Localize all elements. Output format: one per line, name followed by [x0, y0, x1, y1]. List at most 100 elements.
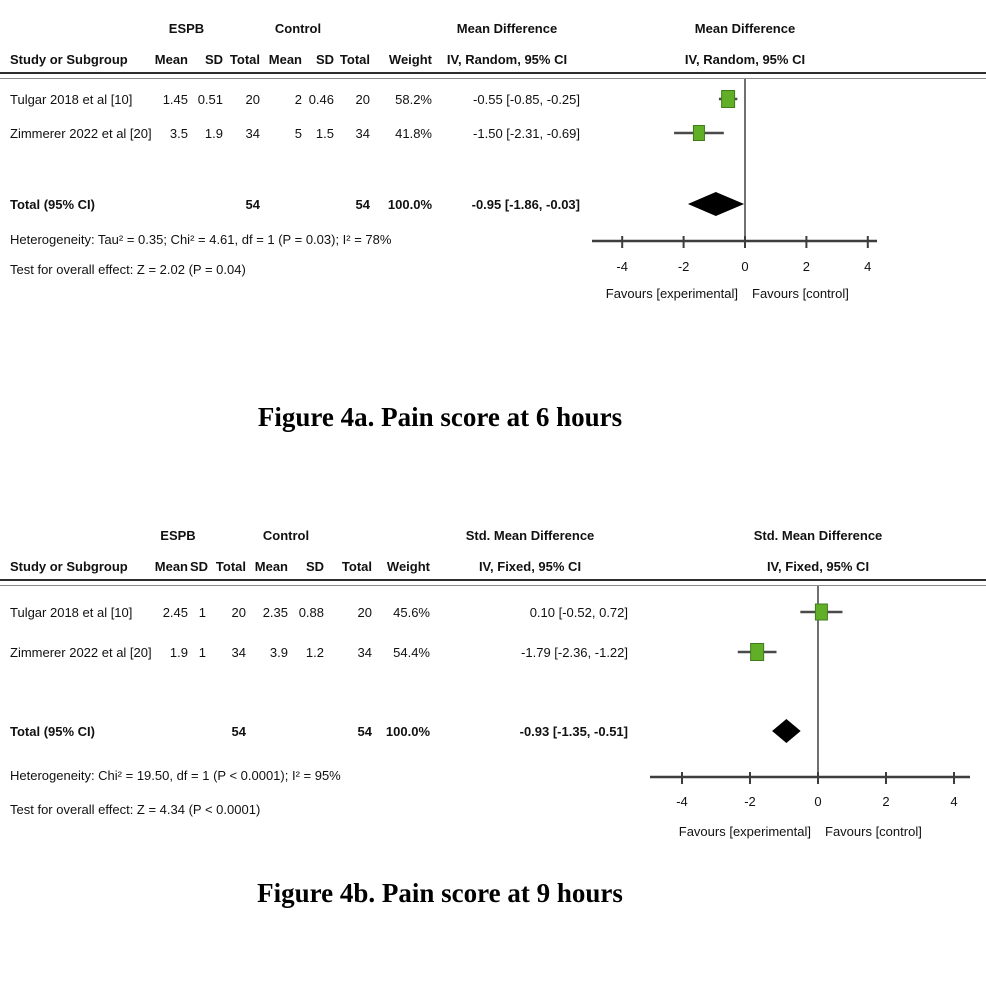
header-separator — [0, 579, 986, 586]
svg-text:Favours [control]: Favours [control] — [825, 824, 922, 839]
total-row: Total (95% CI) 54 54 100.0% -0.95 [-1.86… — [0, 187, 582, 221]
total-ci: -0.93 [-1.35, -0.51] — [519, 723, 628, 739]
column-header-mean-control: Mean — [254, 559, 288, 574]
total-label: Total (95% CI) — [10, 196, 95, 212]
overall-effect-text: Test for overall effect: Z = 2.02 (P = 0… — [10, 261, 246, 277]
column-header-mean-control: Mean — [268, 52, 302, 67]
column-header-total-control: Total — [339, 52, 370, 67]
svg-text:Favours [experimental]: Favours [experimental] — [679, 824, 811, 839]
total-weight: 100.0% — [387, 196, 432, 212]
total-espb-sum: 54 — [231, 723, 246, 739]
svg-text:-2: -2 — [744, 794, 756, 809]
weight-value: 54.4% — [393, 644, 430, 660]
sd-control: 1.5 — [315, 125, 334, 141]
svg-text:0: 0 — [814, 794, 821, 809]
column-header-ci: IV, Random, 95% CI — [446, 52, 568, 67]
row-spacer — [0, 672, 630, 711]
total-espb: 20 — [245, 91, 260, 107]
plot-header-4a: Mean Difference IV, Random, 95% CI — [582, 6, 986, 72]
mean-control: 2 — [294, 91, 302, 107]
sd-espb: 1.9 — [204, 125, 223, 141]
heterogeneity-text: Heterogeneity: Chi² = 19.50, df = 1 (P <… — [10, 767, 341, 783]
column-header-total-espb: Total — [215, 559, 246, 574]
study-row: Tulgar 2018 et al [10] 1.45 0.51 20 2 0.… — [0, 82, 582, 116]
group-header-row: ESPB Control Std. Mean Difference — [0, 513, 630, 545]
ci-value: -1.50 [-2.31, -0.69] — [473, 125, 580, 141]
study-name: Tulgar 2018 et al [10] — [10, 91, 133, 107]
column-header-sd-espb: SD — [190, 559, 209, 574]
header-separator — [0, 72, 986, 79]
svg-text:4: 4 — [864, 259, 871, 274]
group-label-espb: ESPB — [168, 21, 205, 36]
mean-espb: 1.45 — [162, 91, 188, 107]
mean-espb: 3.5 — [169, 125, 188, 141]
column-header-total-control: Total — [341, 559, 372, 574]
ci-value: -0.55 [-0.85, -0.25] — [473, 91, 580, 107]
total-ci: -0.95 [-1.86, -0.03] — [471, 196, 580, 212]
plot-method-label: IV, Fixed, 95% CI — [766, 559, 870, 574]
column-header-study: Study or Subgroup — [10, 559, 128, 574]
figure-4b-header: ESPB Control Std. Mean Difference Study … — [0, 513, 986, 579]
study-row: Zimmerer 2022 et al [20] 1.9 1 34 3.9 1.… — [0, 632, 630, 672]
sd-espb: 0.51 — [197, 91, 223, 107]
svg-text:4: 4 — [950, 794, 957, 809]
svg-text:-4: -4 — [616, 259, 628, 274]
svg-text:Favours [control]: Favours [control] — [752, 286, 849, 301]
group-header-row: ESPB Control Mean Difference — [0, 6, 582, 38]
study-row: Zimmerer 2022 et al [20] 3.5 1.9 34 5 1.… — [0, 116, 582, 150]
sd-control: 0.88 — [298, 604, 324, 620]
mean-control: 3.9 — [269, 644, 288, 660]
column-header-sd-espb: SD — [204, 52, 223, 67]
column-header-study: Study or Subgroup — [10, 52, 128, 67]
total-control-sum: 54 — [357, 723, 372, 739]
overall-effect-text: Test for overall effect: Z = 4.34 (P < 0… — [10, 801, 261, 817]
column-header-weight: Weight — [388, 52, 432, 67]
mean-espb: 2.45 — [162, 604, 188, 620]
plot-header-4b: Std. Mean Difference IV, Fixed, 95% CI — [630, 513, 986, 579]
total-label: Total (95% CI) — [10, 723, 95, 739]
plot-effect-label: Std. Mean Difference — [753, 528, 883, 543]
column-header-sd-control: SD — [315, 52, 334, 67]
mean-control: 2.35 — [262, 604, 288, 620]
weight-value: 41.8% — [395, 125, 432, 141]
figure-caption-4b: Figure 4b. Pain score at 9 hours — [257, 878, 623, 908]
column-header-row: Study or Subgroup Mean SD Total Mean SD … — [0, 545, 630, 579]
sd-control: 1.2 — [305, 644, 324, 660]
figure-caption-4a: Figure 4a. Pain score at 6 hours — [257, 402, 623, 432]
weight-value: 45.6% — [393, 604, 430, 620]
study-name: Zimmerer 2022 et al [20] — [10, 644, 152, 660]
ci-value: -1.79 [-2.36, -1.22] — [521, 644, 628, 660]
total-espb: 34 — [231, 644, 246, 660]
total-control: 20 — [357, 604, 372, 620]
table-header-4a: ESPB Control Mean Difference Study or Su… — [0, 6, 582, 72]
weight-value: 58.2% — [395, 91, 432, 107]
mean-control: 5 — [294, 125, 302, 141]
total-control: 34 — [355, 125, 370, 141]
figure-4b-body: Tulgar 2018 et al [10] 2.45 1 20 2.35 0.… — [0, 586, 986, 841]
total-control-sum: 54 — [355, 196, 370, 212]
sd-control: 0.46 — [308, 91, 334, 107]
forest-plot-svg-b: -4 -2 0 2 4 Favours [experimental] Favours [co… — [650, 586, 970, 839]
forest-plot-svg-a: -4 -2 0 2 4 Favours [experimental] Favours [co… — [592, 79, 877, 301]
total-espb: 20 — [231, 604, 246, 620]
heterogeneity-text: Heterogeneity: Tau² = 0.35; Chi² = 4.61,… — [10, 231, 392, 247]
group-label-control: Control — [274, 21, 322, 36]
total-control: 20 — [355, 91, 370, 107]
column-header-sd-control: SD — [305, 559, 324, 574]
sd-espb: 1 — [198, 604, 206, 620]
sd-espb: 1 — [198, 644, 206, 660]
column-header-row: Study or Subgroup Mean SD Total Mean SD … — [0, 38, 582, 72]
column-header-weight: Weight — [386, 559, 430, 574]
total-espb: 34 — [245, 125, 260, 141]
study-row: Tulgar 2018 et al [10] 2.45 1 20 2.35 0.… — [0, 592, 630, 632]
row-spacer — [0, 150, 582, 187]
total-control: 34 — [357, 644, 372, 660]
column-header-mean-espb: Mean — [154, 52, 188, 67]
study-name: Tulgar 2018 et al [10] — [10, 604, 133, 620]
plot-effect-label: Mean Difference — [694, 21, 796, 36]
svg-text:-4: -4 — [676, 794, 688, 809]
effect-label: Mean Difference — [456, 21, 558, 36]
figure-4a-header: ESPB Control Mean Difference Study or Su… — [0, 6, 986, 72]
figure-4a-body: Tulgar 2018 et al [10] 1.45 0.51 20 2 0.… — [0, 79, 986, 307]
